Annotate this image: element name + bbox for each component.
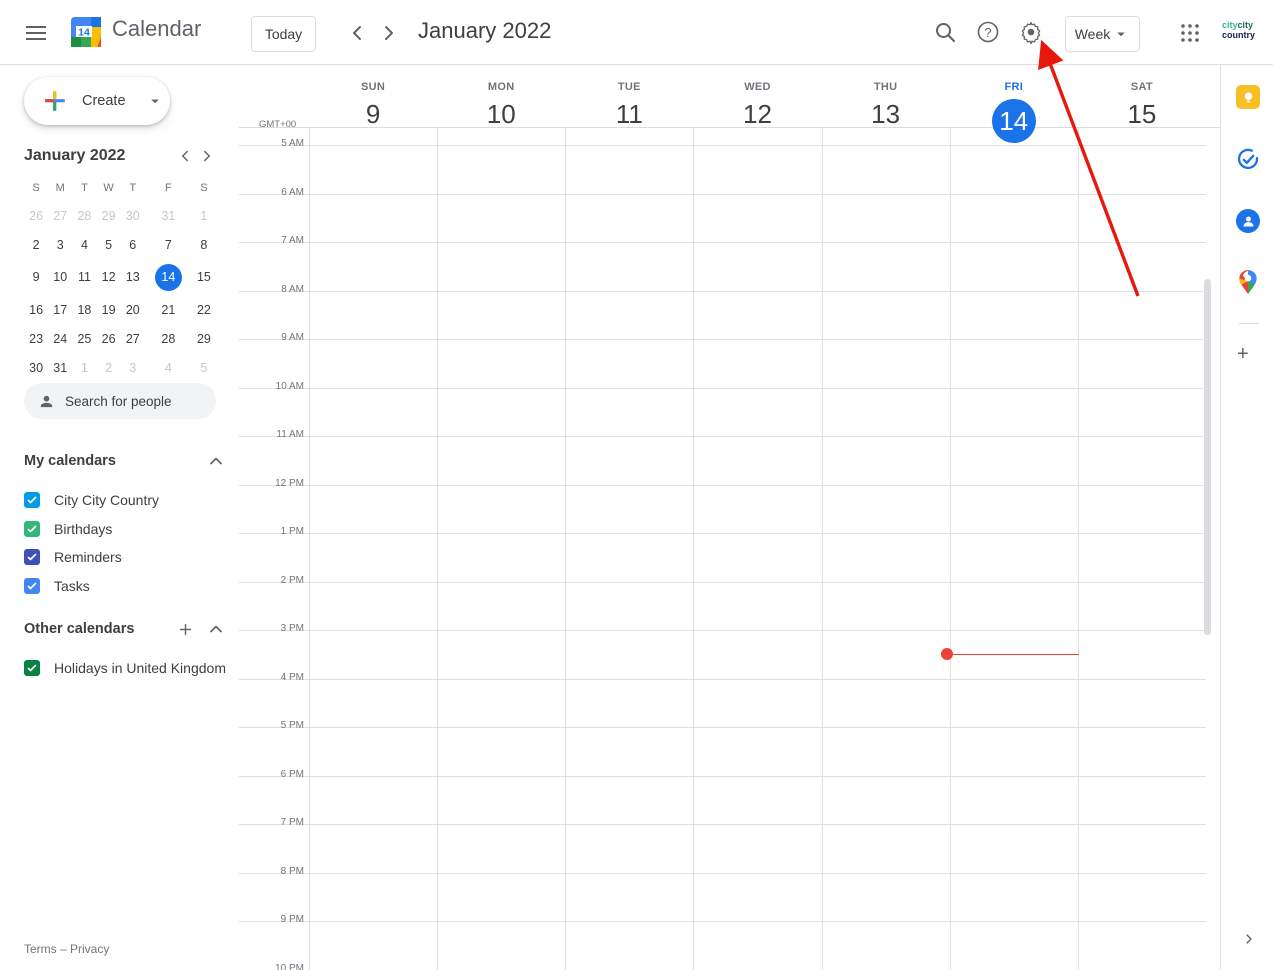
svg-text:14: 14	[78, 26, 90, 38]
svg-text:?: ?	[984, 25, 991, 40]
